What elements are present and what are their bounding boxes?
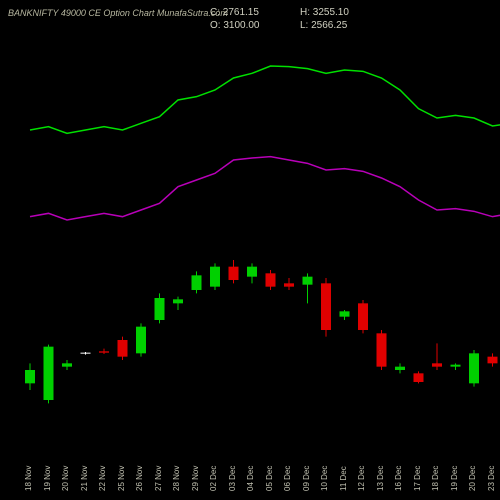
x-axis-label: 11 Dec: [339, 466, 348, 491]
value-close: 2761.15: [223, 7, 259, 18]
ohlc-box: C: 2761.15 H: 3255.10 O: 3100.00 L: 2566…: [210, 6, 390, 32]
x-axis-label: 17 Dec: [413, 466, 422, 491]
x-axis-label: 19 Dec: [450, 466, 459, 491]
value-high: 3255.10: [313, 7, 349, 18]
chart-title: BANKNIFTY 49000 CE Option Chart MunafaSu…: [8, 8, 228, 18]
x-axis-label: 12 Dec: [357, 466, 366, 491]
x-axis-label: 19 Nov: [43, 466, 52, 491]
x-axis-label: 06 Dec: [283, 466, 292, 491]
x-axis-label: 21 Nov: [80, 466, 89, 491]
ohlc-close: C: 2761.15: [210, 6, 300, 19]
x-axis-label: 29 Nov: [191, 466, 200, 491]
chart-area[interactable]: [0, 30, 500, 430]
x-axis-label: 23 Dec: [487, 466, 496, 491]
ohlc-high: H: 3255.10: [300, 6, 390, 19]
chart-svg: [0, 30, 500, 430]
x-axis-label: 10 Dec: [320, 466, 329, 491]
x-axis-label: 13 Dec: [376, 466, 385, 491]
x-axis-label: 03 Dec: [228, 466, 237, 491]
x-axis-label: 04 Dec: [246, 466, 255, 491]
x-axis-label: 18 Dec: [431, 466, 440, 491]
x-axis-label: 05 Dec: [265, 466, 274, 491]
x-axis-label: 25 Nov: [117, 466, 126, 491]
x-axis-label: 22 Nov: [98, 466, 107, 491]
x-axis-label: 20 Nov: [61, 466, 70, 491]
x-axis-label: 18 Nov: [24, 466, 33, 491]
x-axis-label: 09 Dec: [302, 466, 311, 491]
x-axis-label: 26 Nov: [135, 466, 144, 491]
x-axis: 18 Nov 19 Nov 20 Nov 21 Nov 22 Nov 25 Nov 26 N…: [0, 432, 500, 497]
x-axis-label: 02 Dec: [209, 466, 218, 491]
x-axis-label: 20 Dec: [468, 466, 477, 491]
x-axis-label: 27 Nov: [154, 466, 163, 491]
x-axis-label: 28 Nov: [172, 466, 181, 491]
x-axis-label: 16 Dec: [394, 466, 403, 491]
